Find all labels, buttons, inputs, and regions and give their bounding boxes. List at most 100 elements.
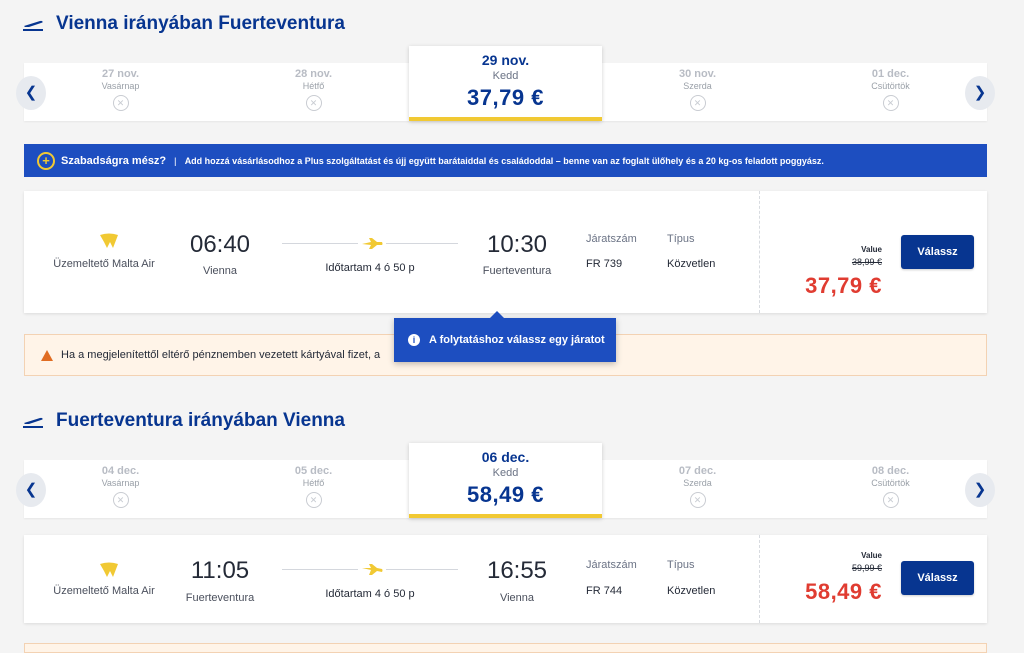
departure-city: Vienna <box>202 265 238 277</box>
date-option-selected[interactable]: 06 dec. Kedd 58,49 € <box>409 443 602 518</box>
warning-text: Ha a megjelenítettől eltérő pénznemben v… <box>61 349 381 361</box>
price-column: Value 59,99 € 58,49 € Válassz <box>759 535 988 623</box>
type-label: Típus <box>667 559 695 571</box>
select-flight-button[interactable]: Válassz <box>901 561 974 595</box>
fare-label: Value <box>861 551 882 560</box>
arrival-city: Fuerteventura <box>482 265 552 277</box>
no-flight-icon: ✕ <box>882 492 899 508</box>
chevron-left-icon[interactable]: ❮ <box>16 76 46 110</box>
plane-icon <box>358 237 386 251</box>
operator-label: Üzemeltető Malta Air <box>53 258 155 270</box>
date-label: 29 nov. <box>481 52 530 68</box>
info-icon: i <box>408 334 420 346</box>
ryanair-harp-icon <box>98 561 120 579</box>
date-label: 30 nov. <box>678 68 717 80</box>
plane-landing-icon <box>358 563 386 577</box>
weekday-label: Szerda <box>683 81 712 91</box>
date-label: 06 dec. <box>481 449 530 465</box>
departure-city: Fuerteventura <box>185 592 255 604</box>
weekday-label: Kedd <box>492 467 519 479</box>
weekday-label: Hétfő <box>302 478 325 488</box>
date-label: 04 dec. <box>101 465 140 477</box>
no-flight-icon: ✕ <box>305 95 322 111</box>
flight-type: Közvetlen <box>667 258 716 270</box>
flight-number: FR 739 <box>586 258 623 270</box>
flight-number-label: Járatszám <box>586 233 637 245</box>
no-flight-icon: ✕ <box>689 492 706 508</box>
promo-heading: Szabadságra mész? <box>61 154 167 167</box>
date-label: 07 dec. <box>678 465 717 477</box>
flight-number-label: Járatszám <box>586 559 637 571</box>
arrival-time: 10:30 <box>486 231 548 258</box>
date-option[interactable]: 30 nov. Szerda ✕ <box>601 63 794 121</box>
outbound-title: Vienna irányában Fuerteventura <box>56 13 345 34</box>
flight-number: FR 744 <box>586 585 623 597</box>
old-price: 59,99 € <box>851 563 882 573</box>
date-label: 08 dec. <box>871 465 910 477</box>
inbound-warning-strip <box>24 643 987 653</box>
ryanair-harp-icon <box>98 232 120 250</box>
date-label: 01 dec. <box>871 68 910 80</box>
type-label: Típus <box>667 233 695 245</box>
plane-takeoff-icon <box>23 20 43 31</box>
weekday-label: Hétfő <box>302 81 325 91</box>
operator-label: Üzemeltető Malta Air <box>53 585 155 597</box>
outbound-section-title: Vienna irányában Fuerteventura <box>22 13 345 35</box>
chevron-left-icon[interactable]: ❮ <box>16 473 46 507</box>
promo-banner[interactable]: + Szabadságra mész? | Add hozzá vásárlás… <box>24 144 987 177</box>
date-option[interactable]: 01 dec. Csütörtök ✕ <box>794 63 987 121</box>
date-option[interactable]: 08 dec. Csütörtök ✕ <box>794 460 987 518</box>
date-option-selected[interactable]: 29 nov. Kedd 37,79 € <box>409 46 602 121</box>
date-price: 37,79 € <box>467 85 544 110</box>
date-label: 27 nov. <box>101 68 140 80</box>
chevron-right-icon[interactable]: ❯ <box>965 473 995 507</box>
weekday-label: Vasárnap <box>101 81 140 91</box>
date-label: 05 dec. <box>294 465 333 477</box>
weekday-label: Kedd <box>492 70 519 82</box>
no-flight-icon: ✕ <box>882 95 899 111</box>
plane-takeoff-icon <box>23 417 43 428</box>
inbound-title: Fuerteventura irányában Vienna <box>56 410 345 431</box>
inbound-date-carousel: ❮ 04 dec. Vasárnap ✕ 05 dec. Hétfő ✕ 06 … <box>16 443 995 518</box>
tooltip-text: A folytatáshoz válassz egy járatot <box>429 334 605 346</box>
flight-duration: Időtartam 4 ó 50 p <box>325 262 415 274</box>
old-price: 38,99 € <box>851 257 882 267</box>
date-label: 28 nov. <box>294 68 333 80</box>
promo-text: Add hozzá vásárlásodhoz a Plus szolgálta… <box>184 155 824 166</box>
no-flight-icon: ✕ <box>112 95 129 111</box>
select-flight-button[interactable]: Válassz <box>901 235 974 269</box>
no-flight-icon: ✕ <box>112 492 129 508</box>
weekday-label: Csütörtök <box>871 478 910 488</box>
plus-circle-icon: + <box>37 151 55 170</box>
selected-indicator <box>409 514 602 518</box>
date-price: 58,49 € <box>467 482 544 507</box>
inbound-flight-card[interactable]: Üzemeltető Malta Air 11:05 Fuerteventura… <box>24 535 987 623</box>
promo-separator: | <box>174 155 177 166</box>
price-column: Value 38,99 € 37,79 € Válassz <box>759 191 988 313</box>
weekday-label: Szerda <box>683 478 712 488</box>
flight-type: Közvetlen <box>667 585 716 597</box>
date-option[interactable]: 27 nov. Vasárnap ✕ <box>24 63 217 121</box>
arrival-city: Vienna <box>499 592 535 604</box>
warning-icon <box>41 349 53 361</box>
no-flight-icon: ✕ <box>689 95 706 111</box>
outbound-date-carousel: ❮ 27 nov. Vasárnap ✕ 28 nov. Hétfő ✕ 29 … <box>16 46 995 121</box>
chevron-right-icon[interactable]: ❯ <box>965 76 995 110</box>
no-flight-icon: ✕ <box>305 492 322 508</box>
flight-duration: Időtartam 4 ó 50 p <box>325 588 415 600</box>
departure-time: 06:40 <box>189 231 251 258</box>
date-option[interactable]: 28 nov. Hétfő ✕ <box>217 63 410 121</box>
outbound-flight-card[interactable]: Üzemeltető Malta Air 06:40 Vienna Időtar… <box>24 191 987 313</box>
departure-time: 11:05 <box>190 557 250 584</box>
flight-price: 58,49 € <box>805 579 882 604</box>
arrival-time: 16:55 <box>486 557 548 584</box>
flight-price: 37,79 € <box>805 273 882 298</box>
weekday-label: Csütörtök <box>871 81 910 91</box>
selected-indicator <box>409 117 602 121</box>
date-option[interactable]: 04 dec. Vasárnap ✕ <box>24 460 217 518</box>
fare-label: Value <box>861 245 882 254</box>
weekday-label: Vasárnap <box>101 478 140 488</box>
inbound-section-title: Fuerteventura irányában Vienna <box>22 410 345 432</box>
date-option[interactable]: 05 dec. Hétfő ✕ <box>217 460 410 518</box>
date-option[interactable]: 07 dec. Szerda ✕ <box>601 460 794 518</box>
